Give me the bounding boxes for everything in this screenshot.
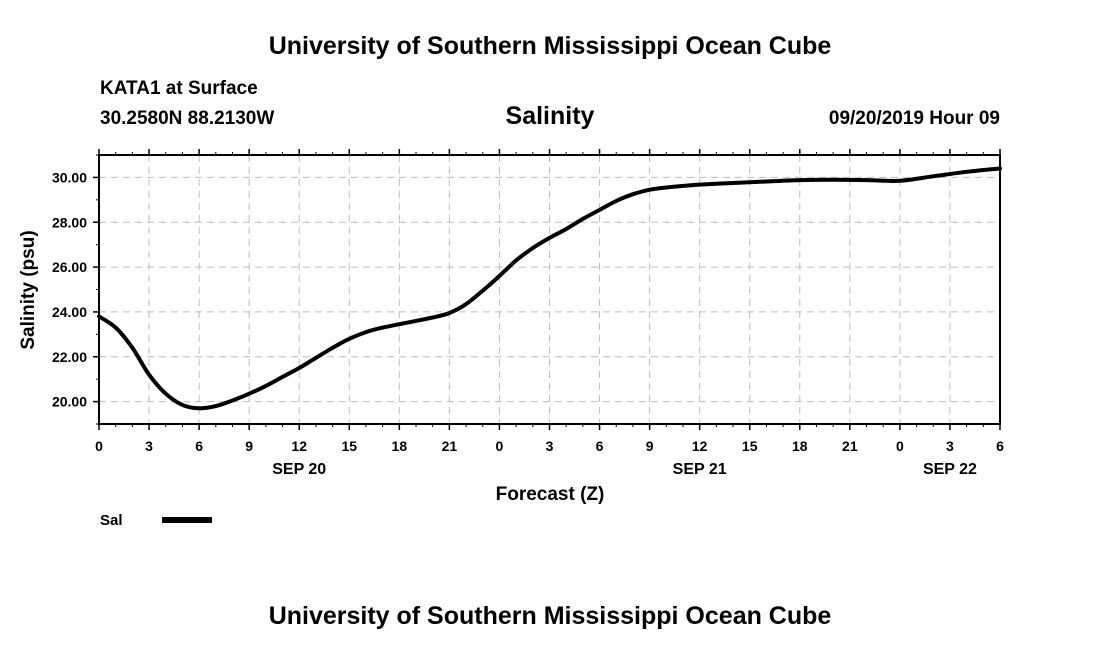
timestamp-label: 09/20/2019 Hour 09 [829,108,1000,129]
y-tick-label: 22.00 [52,349,87,365]
date-label: SEP 21 [673,461,727,478]
x-tick-label: 18 [392,438,408,454]
x-tick-label: 9 [245,438,253,454]
bottom-title: University of Southern Mississippi Ocean… [269,602,832,630]
coordinates-label: 30.2580N 88.2130W [100,108,274,129]
y-tick-label: 28.00 [52,214,87,230]
y-axis-label: Salinity (psu) [18,230,39,349]
x-tick-label: 12 [692,438,708,454]
x-tick-label: 9 [646,438,654,454]
x-tick-label: 21 [842,438,858,454]
series-line-sal [97,166,1002,411]
x-tick-label: 6 [195,438,203,454]
grid-lines [99,155,1000,424]
legend-label: Sal [100,512,123,529]
x-tick-label: 6 [596,438,604,454]
x-tick-label: 3 [546,438,554,454]
x-tick-label: 12 [291,438,307,454]
x-tick-label: 15 [742,438,758,454]
station-label: KATA1 at Surface [100,78,258,99]
x-tick-label: 3 [145,438,153,454]
x-tick-label: 3 [946,438,954,454]
x-tick-label: 0 [95,438,103,454]
y-tick-label: 26.00 [52,259,87,275]
x-tick-label: 0 [896,438,904,454]
chart-title: Salinity [506,102,595,130]
y-tick-label: 24.00 [52,304,87,320]
date-label: SEP 20 [272,461,326,478]
y-axis-ticks: 20.00 22.00 24.00 26.00 28.00 30.00 [52,154,99,425]
x-tick-label: 21 [442,438,458,454]
date-label: SEP 22 [923,461,977,478]
y-tick-label: 20.00 [52,394,87,410]
y-tick-label: 30.00 [52,169,87,185]
top-title: University of Southern Mississippi Ocean… [269,32,832,60]
x-tick-label: 6 [996,438,1004,454]
x-tick-label: 18 [792,438,808,454]
x-axis-label: Forecast (Z) [496,484,605,505]
x-tick-label: 0 [496,438,504,454]
plot-frame [98,154,1001,425]
x-tick-label: 15 [341,438,357,454]
